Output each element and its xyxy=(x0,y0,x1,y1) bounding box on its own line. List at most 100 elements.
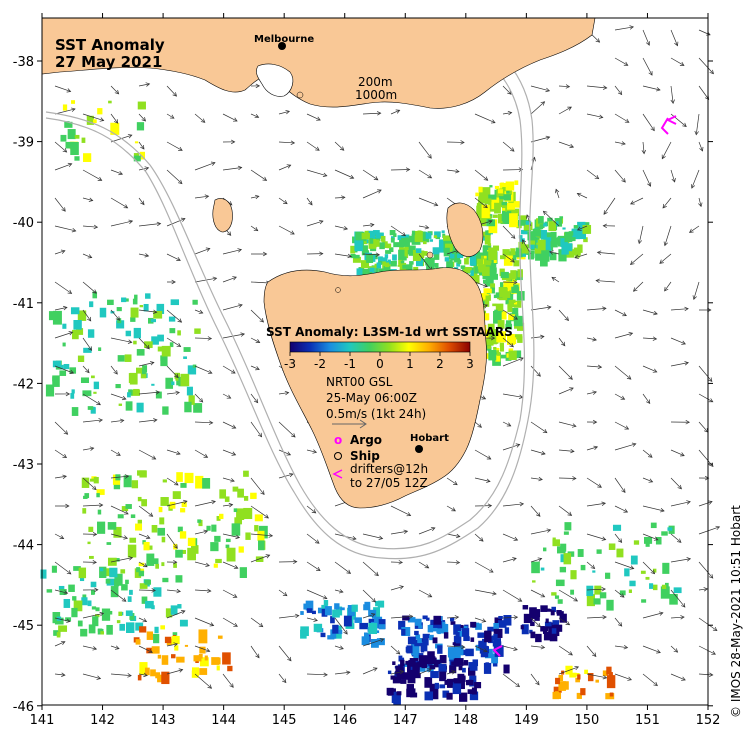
current-arrow xyxy=(586,446,598,451)
sst-pixel xyxy=(234,517,243,525)
sst-pixel xyxy=(556,611,560,616)
current-arrow xyxy=(194,645,210,652)
current-arrow xyxy=(502,533,518,541)
current-arrowhead xyxy=(715,525,721,531)
sst-pixel xyxy=(483,313,490,320)
current-arrowhead xyxy=(513,315,518,320)
current-arrow xyxy=(664,281,672,292)
current-arrowhead xyxy=(231,451,237,456)
sst-pixel xyxy=(347,604,355,617)
current-arrow xyxy=(166,365,179,378)
current-arrow xyxy=(614,533,622,543)
current-arrowhead xyxy=(61,207,66,212)
current-arrowhead xyxy=(283,199,288,205)
current-arrow xyxy=(82,477,97,490)
sst-pixel xyxy=(151,336,159,345)
current-arrowhead xyxy=(565,84,571,89)
current-arrowhead xyxy=(546,305,552,310)
sst-pixel xyxy=(535,633,542,643)
sst-pixel xyxy=(215,558,222,564)
current-arrowhead xyxy=(226,231,232,236)
current-arrowhead xyxy=(114,89,120,95)
current-arrowhead xyxy=(290,140,296,145)
sst-pixel xyxy=(433,235,438,239)
sst-pixel xyxy=(210,542,219,552)
current-arrowhead xyxy=(692,295,697,300)
current-arrowhead xyxy=(65,391,71,397)
sst-pixel xyxy=(487,198,492,203)
current-arrowhead xyxy=(119,418,125,423)
sst-pixel xyxy=(569,672,577,678)
sst-pixel xyxy=(518,241,525,249)
sst-pixel xyxy=(596,549,602,554)
current-arrowhead xyxy=(569,387,574,392)
sst-pixel xyxy=(492,214,498,218)
sst-pixel xyxy=(457,253,464,259)
sst-pixel xyxy=(408,235,416,243)
sst-pixel xyxy=(397,264,401,267)
current-arrow xyxy=(222,561,238,569)
sst-pixel xyxy=(106,624,113,635)
sst-pixel xyxy=(65,141,75,149)
sst-pixel xyxy=(669,593,678,605)
sst-pixel xyxy=(506,188,510,194)
current-arrow xyxy=(54,641,66,647)
current-arrow xyxy=(698,85,709,100)
current-arrowhead xyxy=(623,645,629,650)
sst-pixel xyxy=(92,291,98,299)
sst-pixel xyxy=(477,264,486,270)
sst-pixel xyxy=(95,614,100,618)
sst-pixel xyxy=(219,513,224,520)
current-arrowhead xyxy=(207,336,213,341)
sst-pixel xyxy=(411,680,415,684)
sst-pixel xyxy=(453,624,462,635)
sst-pixel xyxy=(562,681,569,690)
sst-pixel xyxy=(138,570,145,577)
current-arrow xyxy=(530,85,550,92)
sst-pixel xyxy=(324,606,332,616)
y-tick-label: -44 xyxy=(13,539,34,554)
current-arrowhead xyxy=(88,197,94,202)
sst-pixel xyxy=(67,129,76,140)
current-arrow xyxy=(670,558,691,563)
current-arrow xyxy=(614,443,636,451)
sst-pixel xyxy=(594,585,602,595)
sst-pixel xyxy=(514,301,518,305)
sst-pixel xyxy=(661,584,667,589)
sst-pixel xyxy=(649,583,654,589)
current-arrowhead xyxy=(709,69,714,75)
sst-pixel xyxy=(62,104,68,111)
current-arrow xyxy=(82,197,93,201)
sst-pixel xyxy=(449,251,455,259)
current-arrowhead xyxy=(395,109,401,114)
current-arrow xyxy=(194,673,212,689)
sst-pixel xyxy=(400,260,405,264)
current-arrowhead xyxy=(375,252,381,257)
current-arrowhead xyxy=(541,450,546,456)
current-arrowhead xyxy=(602,306,607,311)
sst-pixel xyxy=(513,300,522,308)
current-arrowhead xyxy=(676,538,682,543)
y-tick-label: -41 xyxy=(13,297,34,312)
current-arrow xyxy=(670,57,685,66)
sst-pixel xyxy=(73,320,82,330)
sst-pixel xyxy=(385,250,392,254)
sst-pixel xyxy=(454,638,459,642)
current-arrow xyxy=(390,169,410,171)
sst-pixel xyxy=(564,231,573,243)
current-arrowhead xyxy=(142,618,148,623)
current-arrowhead xyxy=(664,286,669,292)
current-arrowhead xyxy=(143,563,148,568)
sst-pixel xyxy=(491,635,498,640)
current-arrowhead xyxy=(210,161,216,166)
sst-pixel xyxy=(539,224,545,228)
current-arrow xyxy=(362,169,379,181)
current-arrow xyxy=(418,169,432,179)
current-arrowhead xyxy=(545,87,551,93)
sst-pixel xyxy=(375,601,381,607)
current-arrow xyxy=(502,85,512,95)
current-arrowhead xyxy=(629,260,635,265)
current-arrow xyxy=(138,391,160,395)
sst-pixel xyxy=(162,577,169,583)
current-arrowhead xyxy=(148,648,153,653)
